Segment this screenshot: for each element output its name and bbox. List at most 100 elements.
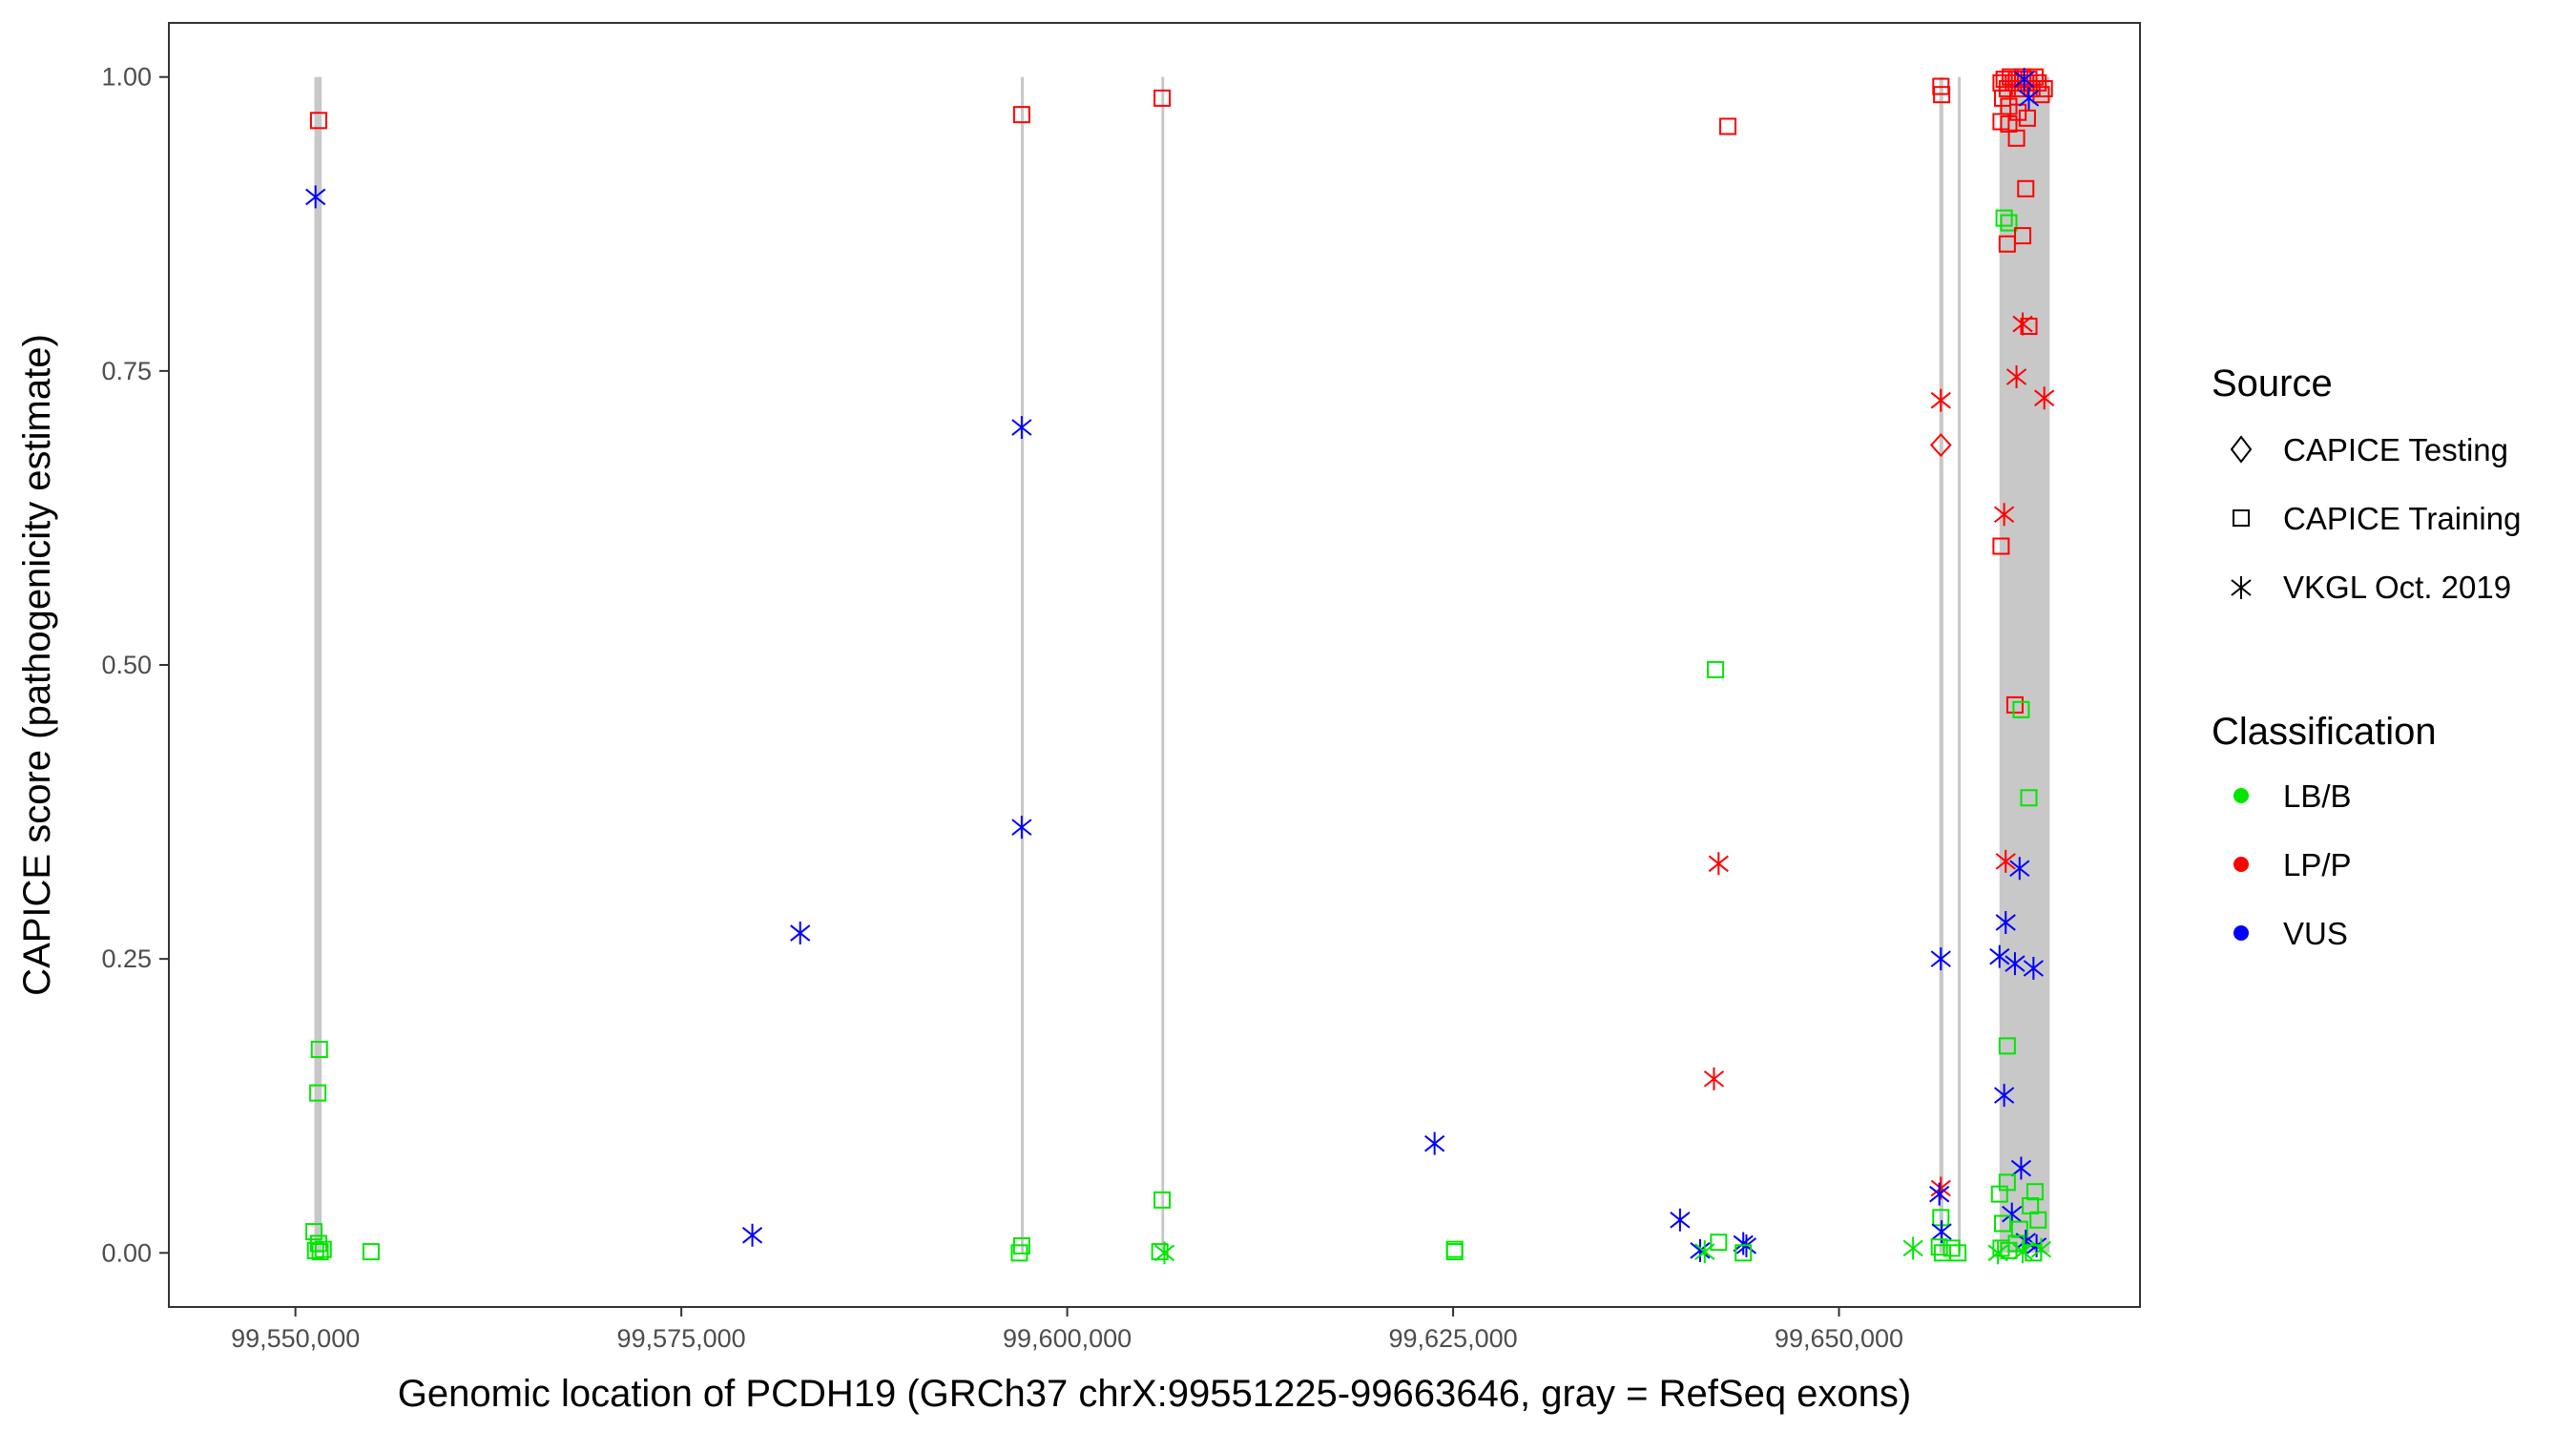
data-point: [2025, 1183, 2044, 1201]
data-point: [2035, 80, 2053, 98]
data-point: [2000, 214, 2018, 232]
data-point: [2012, 700, 2030, 718]
x-tick-label: 99,550,000: [231, 1324, 360, 1353]
data-point: [1012, 106, 1030, 124]
data-point: [310, 1041, 328, 1059]
data-point: [1929, 1182, 1950, 1206]
data-point: [2017, 73, 2035, 92]
data-point: [2020, 789, 2038, 807]
y-tick-label: 0.25: [101, 944, 152, 973]
data-point: [309, 1084, 327, 1102]
data-point: [1995, 910, 2016, 934]
data-point: [2007, 129, 2025, 147]
data-point: [2020, 318, 2038, 336]
data-point: [1995, 209, 2013, 227]
legend-label-lpp: LP/P: [2283, 847, 2352, 882]
data-point: [1989, 944, 2010, 968]
data-point: [1153, 1191, 1172, 1209]
data-point: [1424, 1131, 1445, 1155]
data-point: [1703, 1067, 1725, 1090]
data-point: [1998, 1037, 2016, 1055]
data-point: [2030, 1237, 2052, 1261]
data-point: [2034, 386, 2055, 410]
exon-band-1: [314, 76, 322, 1254]
axis-layer: 99,550,000 99,575,000 99,600,000 99,625,000…: [101, 63, 1903, 1353]
exon-band-3: [1161, 76, 1165, 1254]
legend-label-vkgl: VKGL Oct. 2019: [2283, 570, 2511, 605]
data-point: [2023, 957, 2044, 981]
legend-item-lbb: LB/B: [2233, 778, 2352, 814]
data-point: [1994, 1214, 2012, 1233]
data-point: [1929, 433, 1952, 457]
data-point: [1719, 117, 1737, 135]
data-point: [1994, 1084, 2015, 1108]
legend-label-lbb: LB/B: [2283, 778, 2352, 814]
legend-diamond-marker: [2230, 435, 2253, 464]
data-point: [2010, 80, 2028, 98]
data-point: [1710, 1234, 1728, 1252]
data-point: [1010, 1244, 1028, 1262]
point-layer: [305, 68, 2055, 1265]
legend-vus-dot: [2233, 925, 2249, 941]
legend-item-lpp: LP/P: [2233, 847, 2352, 882]
legend-lpp-dot: [2233, 857, 2249, 872]
data-point: [1151, 1243, 1169, 1261]
data-point: [1992, 537, 2010, 555]
x-tick-label: 99,600,000: [1003, 1324, 1132, 1353]
legend-label-capice-training: CAPICE Training: [2283, 501, 2521, 536]
data-point: [2014, 227, 2032, 245]
data-point: [2010, 1156, 2032, 1180]
data-point: [309, 112, 327, 130]
data-point: [2017, 179, 2035, 197]
data-point: [311, 1243, 329, 1261]
y-tick-label: 1.00: [101, 63, 152, 92]
legend-asterisk-marker: [2231, 576, 2252, 599]
data-point: [2018, 109, 2036, 127]
data-point: [314, 1240, 332, 1258]
data-point: [1011, 416, 1032, 440]
data-point: [1995, 849, 2016, 873]
data-point: [1153, 89, 1172, 107]
legend-lbb-dot: [2233, 788, 2249, 803]
data-point: [1902, 1236, 1923, 1260]
legend-square-marker: [2233, 509, 2250, 527]
legend-title-classification: Classification: [2212, 711, 2437, 753]
exon-band-5: [1958, 76, 1962, 1254]
y-tick-label: 0.75: [101, 357, 152, 385]
data-point: [1987, 1241, 2008, 1265]
data-point: [1949, 1244, 1967, 1262]
data-point: [1995, 71, 2013, 89]
data-point: [1930, 388, 1951, 412]
data-point: [2005, 365, 2027, 389]
data-point: [1707, 660, 1725, 678]
legend-label-vus: VUS: [2283, 916, 2348, 951]
data-point: [1942, 1239, 1961, 1257]
data-point: [1011, 816, 1032, 840]
data-point: [1930, 1238, 1948, 1256]
data-point: [790, 922, 811, 945]
exon-band-2: [1021, 76, 1025, 1254]
data-point: [1930, 947, 1951, 971]
x-axis-title: Genomic location of PCDH19 (GRCh37 chrX:…: [398, 1373, 1911, 1415]
legend-item-capice-testing: CAPICE Testing: [2230, 432, 2508, 467]
data-point: [2029, 1211, 2047, 1229]
data-point: [1690, 1238, 1711, 1262]
x-tick-label: 99,625,000: [1388, 1324, 1517, 1353]
data-point: [2005, 952, 2025, 976]
data-point: [1670, 1208, 1691, 1232]
legend-title-source: Source: [2212, 363, 2333, 404]
data-point: [1735, 1244, 1753, 1262]
legend-label-capice-testing: CAPICE Testing: [2283, 432, 2508, 467]
exon-band-6: [1999, 76, 2050, 1254]
data-point: [2012, 1240, 2033, 1264]
data-point: [2014, 68, 2035, 92]
data-point: [1445, 1243, 1464, 1261]
legend-item-vus: VUS: [2233, 916, 2348, 951]
y-axis-title: CAPICE score (pathogenicity estimate): [16, 334, 58, 996]
y-tick-label: 0.50: [101, 651, 152, 679]
legend-item-vkgl: VKGL Oct. 2019: [2231, 570, 2511, 605]
data-point: [2005, 695, 2024, 714]
data-point: [1994, 503, 2015, 527]
